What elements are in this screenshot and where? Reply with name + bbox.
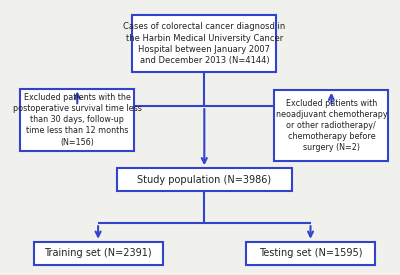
FancyBboxPatch shape: [274, 90, 388, 161]
FancyBboxPatch shape: [20, 89, 134, 151]
FancyBboxPatch shape: [132, 15, 276, 72]
FancyBboxPatch shape: [246, 242, 375, 265]
Text: Excluded patients with
neoadjuvant chemotherapy
or other radiotherapy/
chemother: Excluded patients with neoadjuvant chemo…: [276, 98, 387, 152]
Text: Study population (N=3986): Study population (N=3986): [137, 175, 271, 185]
Text: Training set (N=2391): Training set (N=2391): [44, 248, 152, 258]
FancyBboxPatch shape: [34, 242, 162, 265]
FancyBboxPatch shape: [117, 168, 292, 191]
Text: Cases of colorectal cancer diagnosd in
the Harbin Medical University Cancer
Hosp: Cases of colorectal cancer diagnosd in t…: [123, 23, 286, 65]
Text: Testing set (N=1595): Testing set (N=1595): [259, 248, 362, 258]
Text: Excluded patients with the
postoperative survival time less
than 30 days, follow: Excluded patients with the postoperative…: [13, 93, 142, 147]
